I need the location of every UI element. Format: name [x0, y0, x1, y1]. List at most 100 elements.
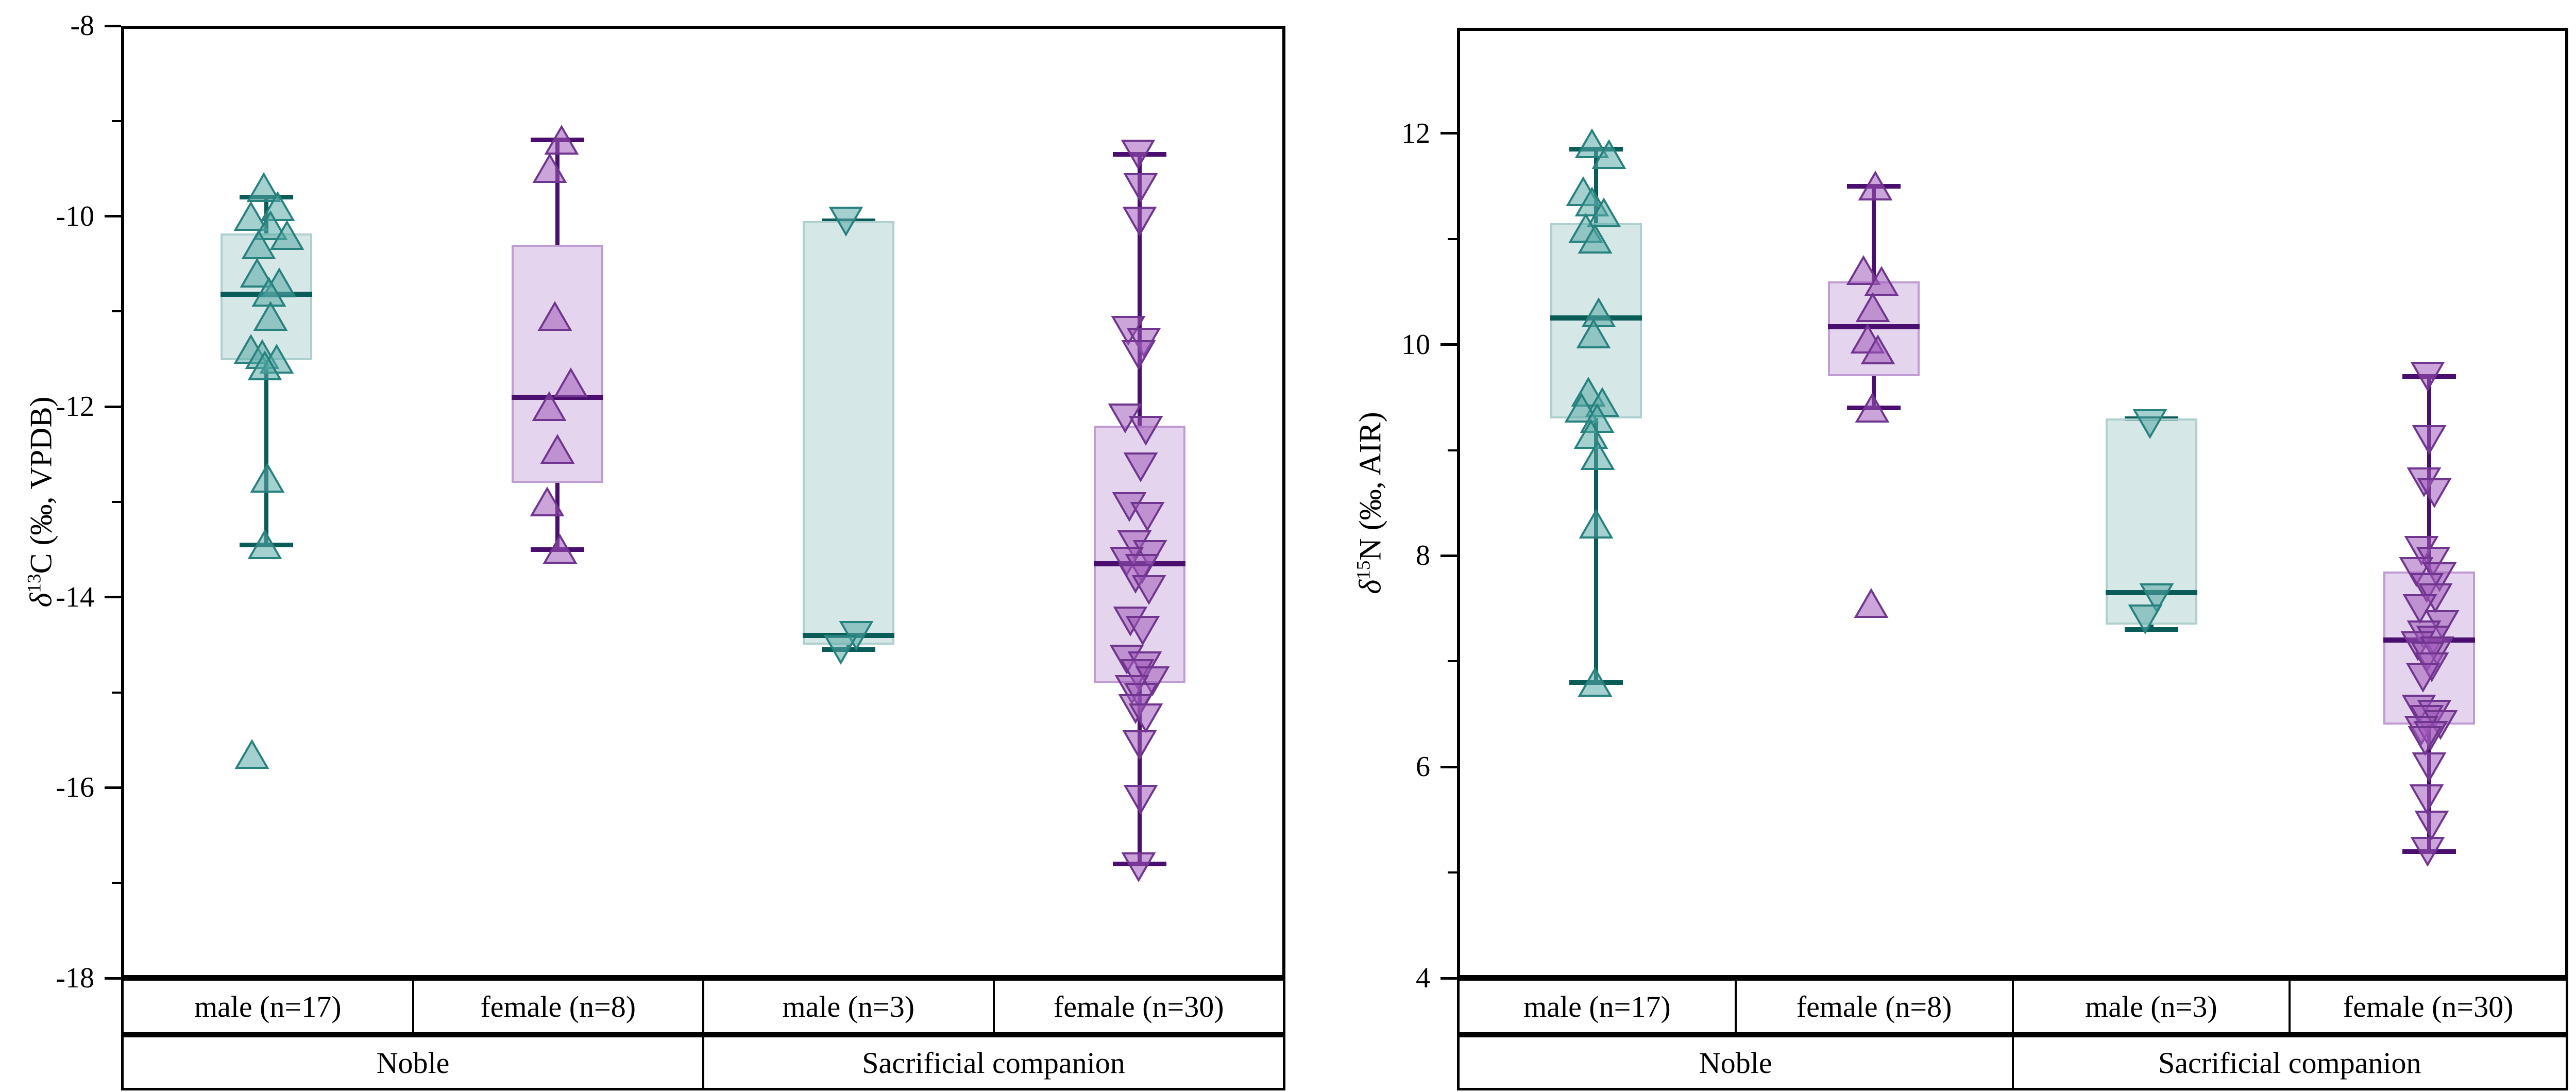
triangle-up-marker	[540, 434, 575, 467]
y-tick-label: 6	[1416, 751, 1430, 783]
triangle-up-marker	[1574, 128, 1609, 162]
triangle-down-marker	[1121, 339, 1156, 373]
sex-label-cell-4: female (n=30)	[992, 981, 1283, 1032]
triangle-up-marker	[532, 153, 567, 187]
group-label-cell-1: Noble	[1699, 1046, 1772, 1080]
triangle-down-marker	[1125, 615, 1160, 648]
y-tick-minor	[1448, 238, 1457, 240]
triangle-up-marker	[1858, 171, 1893, 204]
y-tick-minor	[1448, 660, 1457, 663]
whisker-line-upper	[1872, 186, 1876, 281]
whisker-line-lower	[264, 360, 268, 545]
triangle-up-marker	[1576, 318, 1611, 352]
triangle-up-marker	[1580, 440, 1615, 474]
triangle-down-marker	[2412, 751, 2447, 785]
sex-label-cell-4: female (n=30)	[2289, 981, 2566, 1032]
y-tick-major	[1440, 977, 1457, 980]
triangle-up-marker	[1846, 255, 1881, 289]
triangle-up-marker	[1854, 587, 1889, 621]
triangle-down-marker	[2414, 810, 2449, 843]
y-tick-label: -10	[56, 200, 94, 232]
triangle-down-marker	[1130, 501, 1165, 534]
sex-label-cell-3: male (n=3)	[702, 981, 993, 1032]
y-tick-minor	[112, 310, 121, 313]
y-tick-minor	[112, 120, 121, 122]
triangle-down-marker	[2132, 408, 2167, 442]
triangle-down-marker	[828, 206, 863, 239]
sex-label-cell-3: male (n=3)	[2011, 981, 2289, 1032]
triangle-up-marker	[1564, 392, 1599, 426]
y-tick-major	[105, 596, 121, 599]
isotope-superscript: 15	[1353, 560, 1375, 580]
triangle-up-marker	[233, 200, 268, 234]
triangle-up-marker	[1860, 334, 1895, 368]
y-axis-title-text: N (‰, AIR)	[1353, 412, 1387, 561]
triangle-down-marker	[1121, 851, 1156, 885]
y-tick-label: -18	[56, 962, 94, 994]
triangle-down-marker	[2412, 424, 2447, 458]
delta-symbol: δ	[1353, 579, 1387, 594]
triangle-up-marker	[246, 172, 281, 206]
median-line	[1828, 324, 1920, 329]
y-tick-label: -12	[56, 391, 94, 423]
group-label-cell-2: Sacrificial companion	[702, 1037, 1283, 1088]
triangle-up-marker	[1586, 197, 1621, 231]
triangle-down-marker	[1121, 139, 1156, 172]
y-tick-minor	[1448, 871, 1457, 874]
whisker-line-upper	[1594, 149, 1598, 224]
whisker-line-lower	[1594, 418, 1598, 683]
triangle-down-marker	[2128, 603, 2163, 637]
y-tick-major	[1440, 765, 1457, 768]
category-table-group-row: Noble Sacrificial companion	[1457, 1035, 2568, 1090]
triangle-down-marker	[1123, 451, 1158, 485]
sex-label-cell-2: female (n=8)	[1734, 981, 2012, 1032]
whisker-cap-low	[2125, 627, 2178, 632]
triangle-up-marker	[1855, 292, 1890, 326]
triangle-up-marker	[1864, 265, 1899, 299]
category-table-sex-row: male (n=17) female (n=8) male (n=3) female …	[121, 978, 1285, 1035]
whisker-line-lower	[1872, 376, 1876, 408]
iqr-box	[803, 221, 894, 645]
triangle-down-marker	[2408, 725, 2443, 759]
y-tick-major	[1440, 554, 1457, 557]
triangle-down-marker	[2410, 836, 2445, 869]
triangle-down-marker	[2417, 477, 2452, 511]
triangle-up-marker	[1573, 418, 1608, 452]
y-axis-title: δ15N (‰, AIR)	[1353, 412, 1388, 594]
triangle-down-marker	[1122, 729, 1157, 763]
triangle-down-marker	[1123, 784, 1158, 817]
triangle-up-marker	[543, 534, 578, 567]
triangle-down-marker	[2410, 361, 2445, 394]
y-tick-major	[105, 405, 121, 408]
triangle-up-marker	[247, 350, 282, 384]
y-tick-label: -8	[70, 10, 94, 42]
whisker-line-lower	[1138, 683, 1142, 864]
y-tick-major	[105, 977, 121, 980]
y-tick-label: 10	[1401, 328, 1430, 361]
y-tick-major	[1440, 132, 1457, 135]
triangle-up-marker	[1855, 392, 1890, 426]
category-table-sex-row: male (n=17) female (n=8) male (n=3) female …	[1457, 978, 2568, 1035]
y-tick-major	[105, 215, 121, 218]
y-tick-label: 4	[1416, 962, 1430, 994]
group-label-cell-2: Sacrificial companion	[2011, 1037, 2566, 1088]
y-tick-minor	[112, 501, 121, 503]
triangle-down-marker	[2409, 783, 2444, 817]
triangle-up-marker	[1578, 667, 1613, 700]
whisker-line-upper	[555, 140, 560, 245]
triangle-up-marker	[544, 124, 579, 158]
y-tick-major	[105, 24, 121, 27]
y-tick-label: 12	[1401, 117, 1430, 149]
plot-frame-n15	[1457, 28, 2568, 978]
triangle-up-marker	[1579, 508, 1614, 542]
triangle-up-marker	[253, 300, 288, 334]
triangle-up-marker	[253, 210, 288, 244]
triangle-up-marker	[530, 486, 565, 520]
y-tick-label: -16	[56, 771, 94, 804]
triangle-down-marker	[2139, 582, 2174, 616]
whisker-line-lower	[2149, 624, 2154, 630]
y-tick-minor	[112, 691, 121, 694]
